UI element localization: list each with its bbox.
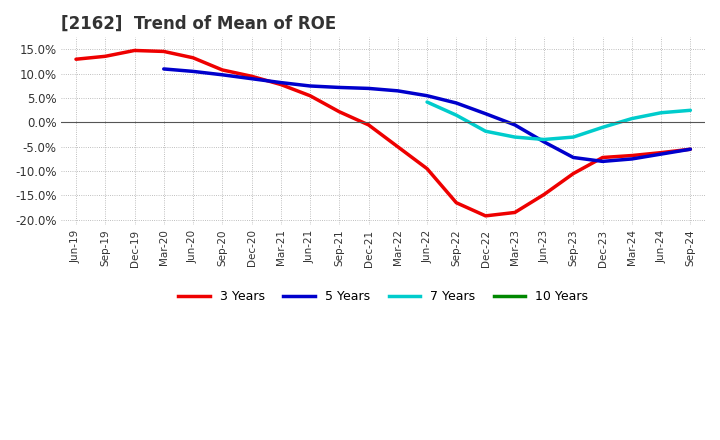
Text: [2162]  Trend of Mean of ROE: [2162] Trend of Mean of ROE [61,15,337,33]
Legend: 3 Years, 5 Years, 7 Years, 10 Years: 3 Years, 5 Years, 7 Years, 10 Years [174,285,593,308]
